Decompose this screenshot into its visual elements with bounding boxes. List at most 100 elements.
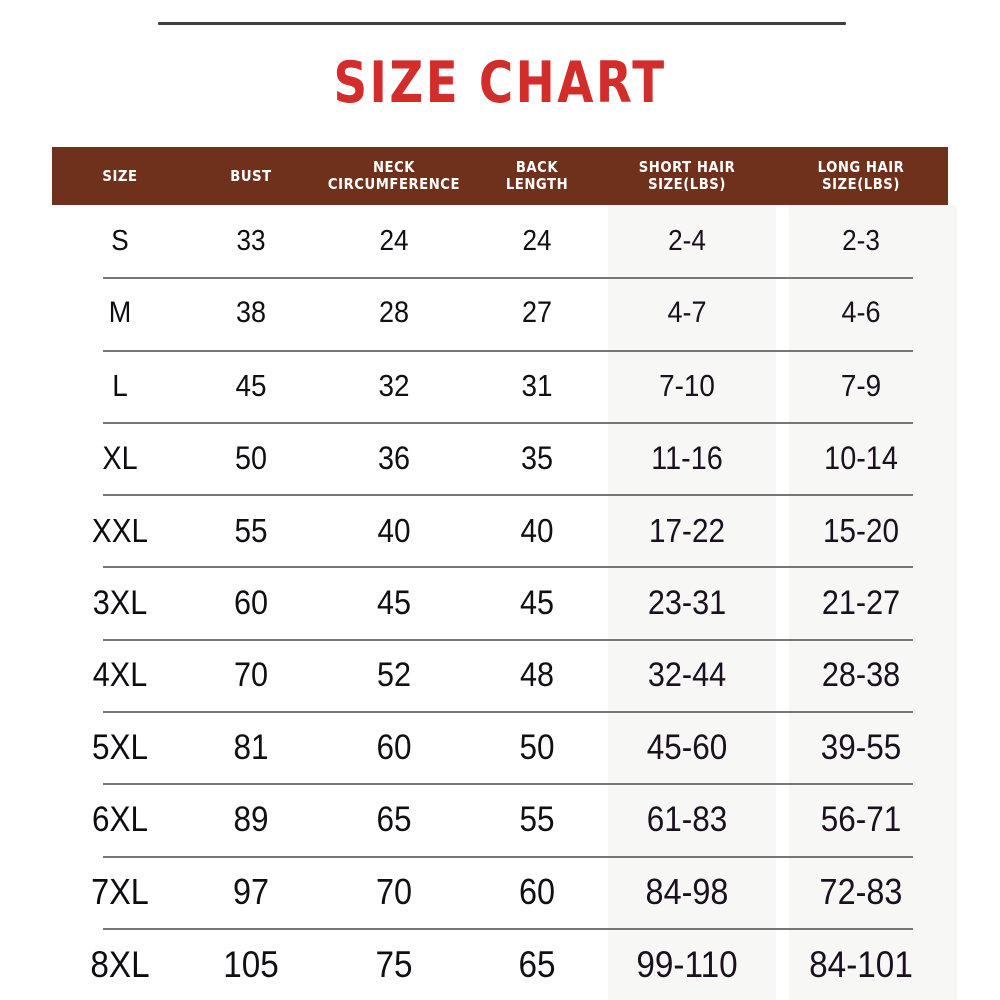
cell-neck-circumference: 32 <box>378 368 410 404</box>
column-header-long-hair-size: LONG HAIR SIZE(LBS) <box>784 159 937 193</box>
cell-size: 3XL <box>92 583 148 622</box>
cell-back-length: 45 <box>519 583 555 622</box>
column-header-back-line1: BACK <box>515 158 559 176</box>
cell-short-hair-size: 17-22 <box>649 511 725 549</box>
column-header-bust-line1: BUST <box>230 166 272 185</box>
table-row: 6XL 89 65 55 61-83 56-71 <box>52 783 948 855</box>
table-row: 7XL 97 70 60 84-98 72-83 <box>52 855 948 928</box>
column-header-back-length: BACK LENGTH <box>482 159 593 193</box>
cell-back-length: 48 <box>519 655 555 694</box>
cell-neck-circumference: 52 <box>376 655 412 694</box>
cell-short-hair-size: 7-10 <box>659 368 715 404</box>
cell-long-hair-size: 4-6 <box>841 296 881 330</box>
cell-back-length: 65 <box>518 943 556 985</box>
page-title: SIZE CHART <box>333 50 667 116</box>
column-header-bust: BUST <box>196 166 307 185</box>
cell-short-hair-size: 45-60 <box>646 727 728 767</box>
cell-neck-circumference: 70 <box>375 870 413 912</box>
cell-bust: 70 <box>233 655 269 694</box>
cell-bust: 81 <box>233 727 269 767</box>
column-header-short-hair-line1: SHORT HAIR <box>638 158 736 176</box>
cell-short-hair-size: 4-7 <box>667 296 707 330</box>
cell-size: 8XL <box>90 943 150 985</box>
cell-neck-circumference: 75 <box>375 943 413 985</box>
table-row: M 38 28 27 4-7 4-6 <box>52 277 948 349</box>
cell-size: 5XL <box>91 727 149 767</box>
cell-neck-circumference: 36 <box>377 440 411 477</box>
table-row: 5XL 81 60 50 45-60 39-55 <box>52 711 948 783</box>
cell-neck-circumference: 28 <box>378 296 410 330</box>
cell-long-hair-size: 39-55 <box>820 727 902 767</box>
cell-back-length: 40 <box>520 511 554 549</box>
column-header-back-line2: LENGTH <box>505 175 569 193</box>
cell-neck-circumference: 24 <box>379 224 409 257</box>
cell-long-hair-size: 7-9 <box>840 368 882 404</box>
cell-neck-circumference: 65 <box>376 800 412 840</box>
cell-long-hair-size: 2-3 <box>842 224 880 257</box>
cell-neck-circumference: 60 <box>376 727 412 767</box>
cell-long-hair-size: 21-27 <box>821 583 901 622</box>
cell-short-hair-size: 2-4 <box>668 224 706 257</box>
column-header-long-hair-line1: LONG HAIR <box>817 158 905 176</box>
table-row: XXL 55 40 40 17-22 15-20 <box>52 494 948 566</box>
table-row: S 33 24 24 2-4 2-3 <box>52 205 948 277</box>
cell-bust: 45 <box>235 368 267 404</box>
cell-back-length: 24 <box>522 224 552 257</box>
top-divider-rule <box>158 22 846 25</box>
table-header-row: SIZE BUST NECK CIRCUMFERENCE BACK LENGTH… <box>52 147 948 205</box>
cell-bust: 50 <box>234 440 268 477</box>
cell-size: 6XL <box>91 800 149 840</box>
cell-long-hair-size: 10-14 <box>824 440 898 477</box>
column-header-long-hair-line2: SIZE(LBS) <box>822 175 900 193</box>
cell-bust: 38 <box>235 296 267 330</box>
table-row: 4XL 70 52 48 32-44 28-38 <box>52 638 948 711</box>
cell-back-length: 60 <box>518 870 556 912</box>
column-header-size: SIZE <box>60 166 180 185</box>
cell-long-hair-size: 28-38 <box>821 655 901 694</box>
table-row: 3XL 60 45 45 23-31 21-27 <box>52 566 948 638</box>
table-row: 8XL 105 75 65 99-110 84-101 <box>52 927 948 1000</box>
cell-long-hair-size: 15-20 <box>823 511 899 549</box>
cell-back-length: 31 <box>521 368 553 404</box>
column-header-neck-circumference: NECK CIRCUMFERENCE <box>324 159 465 193</box>
cell-bust: 33 <box>236 224 266 257</box>
cell-size: 7XL <box>91 870 149 912</box>
cell-bust: 55 <box>234 511 268 549</box>
cell-long-hair-size: 84-101 <box>809 943 913 985</box>
cell-size: 4XL <box>92 655 148 694</box>
cell-back-length: 27 <box>521 296 553 330</box>
cell-size: M <box>108 296 132 330</box>
cell-short-hair-size: 84-98 <box>645 870 729 912</box>
table-body: S 33 24 24 2-4 2-3 M 38 28 27 4-7 4-6 L 45 32 31 7-10 7-9… <box>52 205 948 1000</box>
cell-bust: 89 <box>233 800 269 840</box>
cell-back-length: 50 <box>519 727 555 767</box>
column-header-short-hair-size: SHORT HAIR SIZE(LBS) <box>610 159 763 193</box>
table-row: XL 50 36 35 11-16 10-14 <box>52 421 948 494</box>
cell-size: XL <box>102 440 138 477</box>
cell-short-hair-size: 11-16 <box>651 440 723 477</box>
cell-bust: 105 <box>223 943 279 985</box>
size-chart-table: SIZE BUST NECK CIRCUMFERENCE BACK LENGTH… <box>52 147 957 1000</box>
column-header-size-line1: SIZE <box>102 166 138 185</box>
table-row: L 45 32 31 7-10 7-9 <box>52 349 948 422</box>
column-header-short-hair-line2: SIZE(LBS) <box>648 175 726 193</box>
cell-short-hair-size: 99-110 <box>636 943 738 985</box>
cell-neck-circumference: 40 <box>377 511 411 549</box>
cell-short-hair-size: 32-44 <box>647 655 727 694</box>
cell-neck-circumference: 45 <box>376 583 412 622</box>
column-header-neck-line2: CIRCUMFERENCE <box>327 175 461 193</box>
cell-short-hair-size: 23-31 <box>647 583 727 622</box>
cell-size: XXL <box>91 511 149 549</box>
cell-back-length: 35 <box>520 440 554 477</box>
cell-long-hair-size: 56-71 <box>820 800 902 840</box>
long-hair-column-tint <box>789 205 957 1000</box>
cell-size: L <box>112 368 128 404</box>
cell-bust: 60 <box>233 583 269 622</box>
cell-short-hair-size: 61-83 <box>646 800 728 840</box>
cell-back-length: 55 <box>519 800 555 840</box>
column-header-neck-line1: NECK <box>372 158 416 176</box>
cell-size: S <box>111 224 129 257</box>
cell-long-hair-size: 72-83 <box>819 870 903 912</box>
short-hair-column-tint <box>608 205 776 1000</box>
